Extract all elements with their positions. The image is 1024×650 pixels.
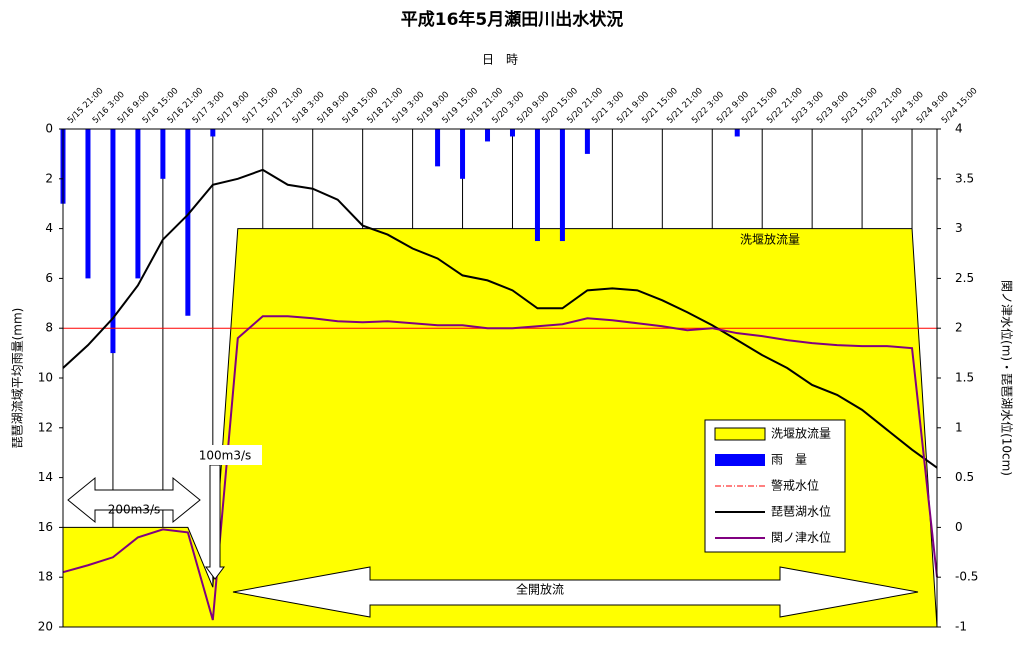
y2-tick-label: 2: [955, 321, 963, 335]
chart-title: 平成16年5月瀬田川出水状況: [401, 9, 624, 30]
rain-bar: [110, 129, 116, 354]
legend-label: 琵琶湖水位: [771, 504, 831, 519]
rain-bar: [460, 129, 466, 179]
rain-bar: [584, 129, 590, 154]
y-tick-label: 20: [38, 620, 53, 634]
y-tick-label: 0: [45, 122, 53, 136]
y2-tick-label: 1.5: [955, 371, 974, 385]
y2-tick-label: 3: [955, 221, 963, 235]
x-axis-label: 日 時: [482, 53, 518, 67]
annotation: 洗堰放流量: [740, 232, 800, 247]
y-tick-label: 2: [45, 171, 53, 185]
y2-tick-label: -0.5: [955, 570, 978, 584]
line: [62, 315, 938, 621]
rain-bar: [534, 129, 540, 242]
rain-bar: [734, 129, 740, 137]
y-tick-label: 4: [45, 221, 53, 235]
rain-bar: [210, 129, 216, 137]
legend-label: 関ノ津水位: [771, 530, 831, 545]
y-tick-label: 16: [38, 520, 53, 534]
rain-bar: [485, 129, 491, 142]
y-tick-label: 10: [38, 371, 53, 385]
y2-axis-label: 関ノ津水位(m)・琵琶湖水位(10cm): [1000, 280, 1015, 476]
rain-bar: [135, 129, 141, 279]
rain-bar: [559, 129, 565, 242]
y-tick-label: 14: [38, 470, 53, 484]
y2-tick-label: 4: [955, 122, 963, 136]
y2-tick-label: 0.5: [955, 470, 974, 484]
y2-tick-label: 0: [955, 520, 963, 534]
legend-label: 洗堰放流量: [771, 426, 831, 441]
y2-tick-label: 3.5: [955, 171, 974, 185]
annotation: 100m3/s: [199, 449, 252, 463]
annotation: 200m3/s: [108, 503, 161, 517]
y-tick-label: 12: [38, 420, 53, 434]
rain-bar: [85, 129, 91, 279]
y-tick-label: 6: [45, 271, 53, 285]
y2-tick-label: 1: [955, 420, 963, 434]
y-tick-label: 8: [45, 321, 53, 335]
y2-tick-label: 2.5: [955, 271, 974, 285]
legend-label: 雨 量: [771, 453, 807, 467]
y-tick-label: 18: [38, 570, 53, 584]
arrow: [67, 476, 201, 524]
label-box: [188, 445, 262, 465]
rain-bar: [160, 129, 166, 179]
y-axis-label: 琵琶湖流域平均雨量(mm): [10, 308, 25, 449]
annotation: 全開放流: [516, 582, 564, 597]
rain-bar: [185, 129, 191, 316]
line: [62, 168, 938, 469]
rain-bar: [509, 129, 515, 137]
arrow: [205, 464, 225, 580]
y2-tick-label: -1: [955, 620, 967, 634]
arrow: [232, 566, 919, 618]
legend-swatch: [715, 454, 765, 466]
legend-swatch: [714, 427, 766, 441]
rain-bar: [435, 129, 441, 167]
legend-label: 警戒水位: [771, 478, 819, 493]
